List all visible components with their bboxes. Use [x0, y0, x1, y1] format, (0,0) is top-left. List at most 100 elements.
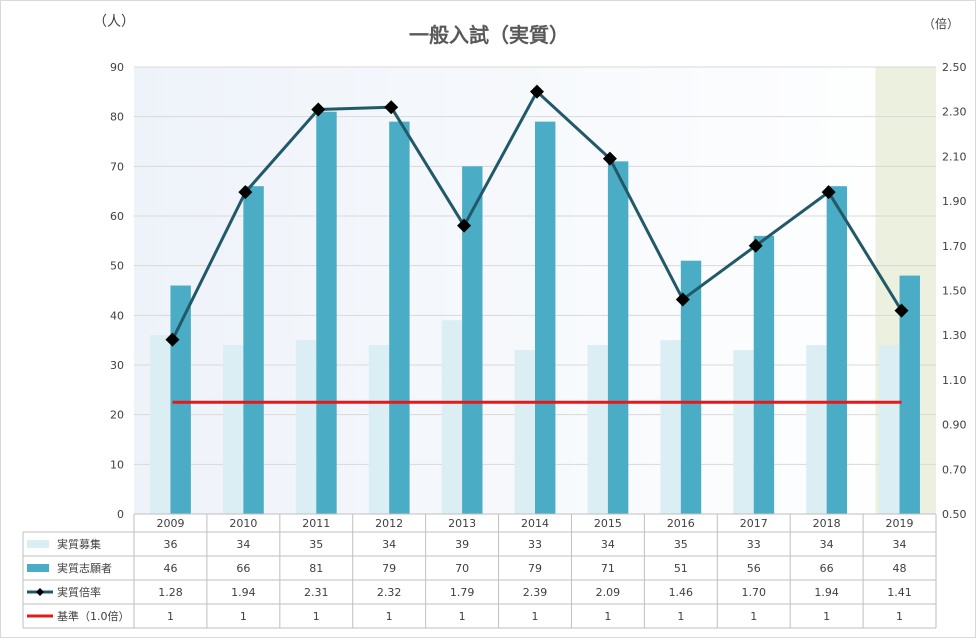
- right-axis-unit: （倍）: [923, 17, 960, 31]
- data-table-value: 1.79: [450, 586, 475, 599]
- data-table-value: 33: [747, 538, 761, 551]
- bar-applicants: [607, 161, 629, 514]
- ratio-marker: [457, 218, 472, 233]
- data-table-value: 56: [747, 562, 761, 575]
- bar-applicants: [243, 186, 264, 514]
- data-table-value: 48: [893, 562, 907, 575]
- right-tick-label: 1.30: [942, 329, 967, 342]
- data-table-value: 79: [382, 562, 396, 575]
- ratio-marker: [311, 102, 326, 117]
- bar-recruit: [222, 345, 244, 514]
- data-table-value: 1.46: [669, 586, 694, 599]
- left-axis-unit: （人）: [93, 14, 135, 30]
- ratio-marker: [602, 151, 617, 166]
- data-table-value: 1.94: [231, 586, 256, 599]
- data-table-value: 34: [893, 538, 907, 551]
- left-tick-label: 20: [110, 409, 124, 422]
- data-table-value: 46: [163, 562, 177, 575]
- ratio-marker: [384, 100, 399, 115]
- category-label: 2014: [521, 517, 549, 530]
- data-table-value: 2.09: [596, 586, 621, 599]
- ratio-marker: [165, 332, 180, 347]
- legend-key: [27, 564, 49, 572]
- bar-recruit: [660, 340, 681, 514]
- bar-applicants: [826, 186, 848, 514]
- data-table-value: 51: [674, 562, 688, 575]
- right-tick-label: 0.90: [942, 419, 967, 432]
- data-table-value: 1: [604, 610, 611, 623]
- right-tick-label: 1.90: [942, 195, 967, 208]
- right-tick-label: 2.10: [942, 150, 967, 163]
- ratio-marker: [748, 238, 763, 253]
- category-label: 2015: [594, 517, 622, 530]
- data-table-value: 1.28: [158, 586, 183, 599]
- data-table-value: 1.94: [814, 586, 839, 599]
- right-tick-label: 1.70: [942, 240, 967, 253]
- category-label: 2009: [156, 517, 184, 530]
- bar-recruit: [295, 340, 317, 514]
- ratio-marker: [821, 185, 836, 200]
- data-table-value: 39: [455, 538, 469, 551]
- data-table-value: 34: [820, 538, 834, 551]
- category-label: 2011: [302, 517, 330, 530]
- left-tick-label: 60: [110, 210, 124, 223]
- bar-recruit: [150, 335, 171, 514]
- right-tick-label: 0.70: [942, 463, 967, 476]
- data-table-value: 1.70: [741, 586, 766, 599]
- bar-recruit: [368, 345, 390, 514]
- legend-key: [27, 540, 49, 548]
- bar-applicants: [680, 260, 702, 514]
- data-table-value: 36: [163, 538, 177, 551]
- data-table-value: 2.31: [304, 586, 329, 599]
- data-table-value: 1: [823, 610, 830, 623]
- data-table-value: 71: [601, 562, 615, 575]
- ratio-marker: [238, 185, 253, 200]
- left-tick-label: 90: [110, 61, 124, 74]
- data-table-value: 1: [677, 610, 684, 623]
- left-tick-label: 80: [110, 111, 124, 124]
- data-table-value: 1.41: [887, 586, 912, 599]
- data-table-value: 70: [455, 562, 469, 575]
- chart-title: 一般入試（実質）: [409, 23, 569, 47]
- right-tick-label: 1.10: [942, 374, 967, 387]
- right-tick-label: 2.30: [942, 106, 967, 119]
- right-tick-label: 1.50: [942, 285, 967, 298]
- ratio-marker: [530, 84, 544, 99]
- category-label: 2019: [886, 517, 914, 530]
- data-table-value: 1: [896, 610, 903, 623]
- data-table-value: 79: [528, 562, 542, 575]
- bar-applicants: [535, 121, 556, 514]
- data-table-value: 34: [601, 538, 615, 551]
- data-table-value: 81: [309, 562, 323, 575]
- left-tick-label: 0: [117, 508, 124, 521]
- bar-recruit: [733, 350, 754, 514]
- category-label: 2018: [813, 517, 841, 530]
- data-table-value: 1: [240, 610, 247, 623]
- data-table-value: 2.39: [523, 586, 548, 599]
- data-table-value: 35: [309, 538, 323, 551]
- legend-label: 基準（1.0倍）: [57, 609, 130, 623]
- bar-applicants: [462, 166, 483, 515]
- legend-label: 実質倍率: [57, 585, 101, 599]
- bar-recruit: [587, 345, 608, 514]
- data-table-value: 1: [750, 610, 757, 623]
- bar-applicants: [753, 235, 775, 514]
- ratio-marker: [675, 292, 690, 307]
- category-label: 2010: [229, 517, 257, 530]
- data-table-value: 1: [459, 610, 466, 623]
- left-tick-label: 50: [110, 260, 124, 273]
- ratio-marker: [894, 303, 909, 318]
- bar-applicants: [316, 111, 337, 514]
- legend-marker: [36, 588, 44, 596]
- left-tick-label: 10: [110, 458, 124, 471]
- category-label: 2017: [740, 517, 768, 530]
- bar-applicants: [899, 275, 920, 514]
- left-tick-label: 30: [110, 359, 124, 372]
- bar-recruit: [514, 350, 535, 514]
- right-tick-label: 0.50: [942, 508, 967, 521]
- bar-recruit: [806, 345, 827, 514]
- left-tick-label: 40: [110, 309, 124, 322]
- data-table-value: 34: [382, 538, 396, 551]
